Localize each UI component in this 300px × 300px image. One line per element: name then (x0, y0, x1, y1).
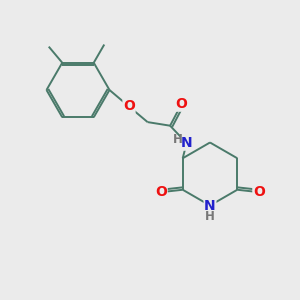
Text: O: O (155, 185, 167, 199)
Text: O: O (253, 185, 265, 199)
Text: H: H (205, 210, 215, 224)
Text: O: O (176, 97, 188, 111)
Text: N: N (204, 199, 216, 212)
Text: H: H (173, 133, 182, 146)
Text: N: N (181, 136, 192, 150)
Text: O: O (123, 100, 135, 113)
